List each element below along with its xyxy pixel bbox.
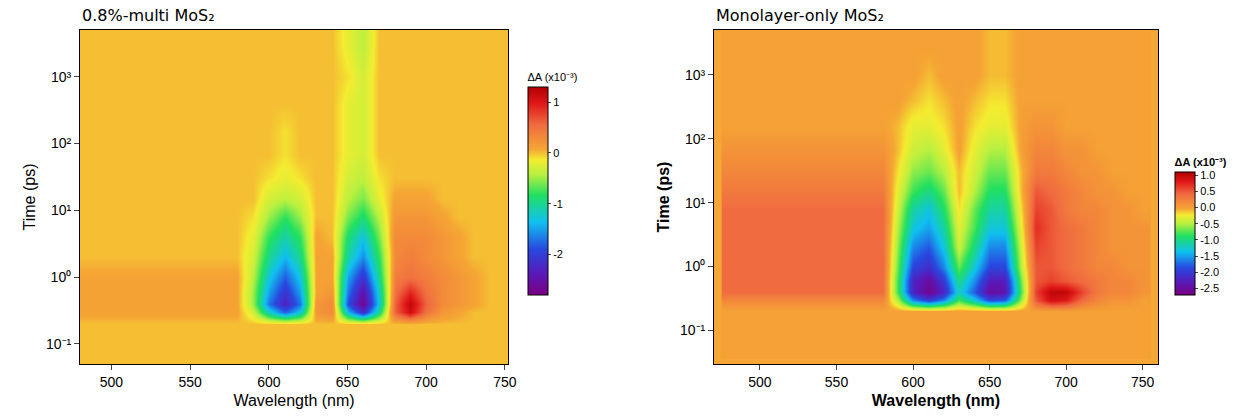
- svg-text:-0.5: -0.5: [1200, 218, 1219, 230]
- svg-text:10⁰: 10⁰: [51, 269, 72, 285]
- svg-text:-1.5: -1.5: [1200, 250, 1219, 262]
- svg-text:0: 0: [553, 147, 559, 159]
- svg-text:650: 650: [336, 374, 360, 390]
- svg-text:700: 700: [415, 374, 439, 390]
- svg-text:650: 650: [978, 374, 1002, 390]
- svg-text:10²: 10²: [51, 135, 72, 151]
- svg-text:ΔA (x10⁻³): ΔA (x10⁻³): [1175, 156, 1227, 168]
- svg-text:Monolayer-only MoS₂: Monolayer-only MoS₂: [716, 6, 884, 25]
- svg-text:0.8%-multi MoS₂: 0.8%-multi MoS₂: [82, 6, 215, 25]
- svg-text:10²: 10²: [685, 131, 706, 147]
- svg-text:600: 600: [901, 374, 925, 390]
- svg-text:10⁻¹: 10⁻¹: [680, 322, 706, 338]
- svg-text:1: 1: [553, 96, 559, 108]
- svg-text:10¹: 10¹: [51, 202, 72, 218]
- svg-text:-1: -1: [553, 198, 563, 210]
- svg-text:0.0: 0.0: [1200, 201, 1215, 213]
- svg-text:1.0: 1.0: [1200, 169, 1215, 181]
- svg-text:600: 600: [257, 374, 281, 390]
- svg-text:0.5: 0.5: [1200, 185, 1215, 197]
- svg-text:Wavelength (nm): Wavelength (nm): [872, 392, 1000, 409]
- svg-text:550: 550: [825, 374, 849, 390]
- svg-text:-2: -2: [553, 248, 563, 260]
- svg-text:500: 500: [100, 374, 124, 390]
- svg-text:10³: 10³: [685, 67, 706, 83]
- svg-text:10⁰: 10⁰: [685, 258, 706, 274]
- svg-text:700: 700: [1054, 374, 1078, 390]
- svg-text:500: 500: [748, 374, 772, 390]
- svg-text:Time (ps): Time (ps): [655, 162, 672, 233]
- svg-text:-2.0: -2.0: [1200, 266, 1219, 278]
- svg-text:Time (ps): Time (ps): [21, 164, 38, 231]
- svg-text:10³: 10³: [51, 69, 72, 85]
- svg-text:10¹: 10¹: [685, 195, 706, 211]
- svg-text:10⁻¹: 10⁻¹: [46, 336, 72, 352]
- svg-text:750: 750: [1131, 374, 1155, 390]
- svg-text:550: 550: [178, 374, 202, 390]
- svg-text:750: 750: [493, 374, 517, 390]
- svg-text:-1.0: -1.0: [1200, 234, 1219, 246]
- svg-text:Wavelength (nm): Wavelength (nm): [233, 392, 354, 409]
- svg-text:-2.5: -2.5: [1200, 282, 1219, 294]
- svg-text:ΔA (x10⁻³): ΔA (x10⁻³): [528, 71, 578, 83]
